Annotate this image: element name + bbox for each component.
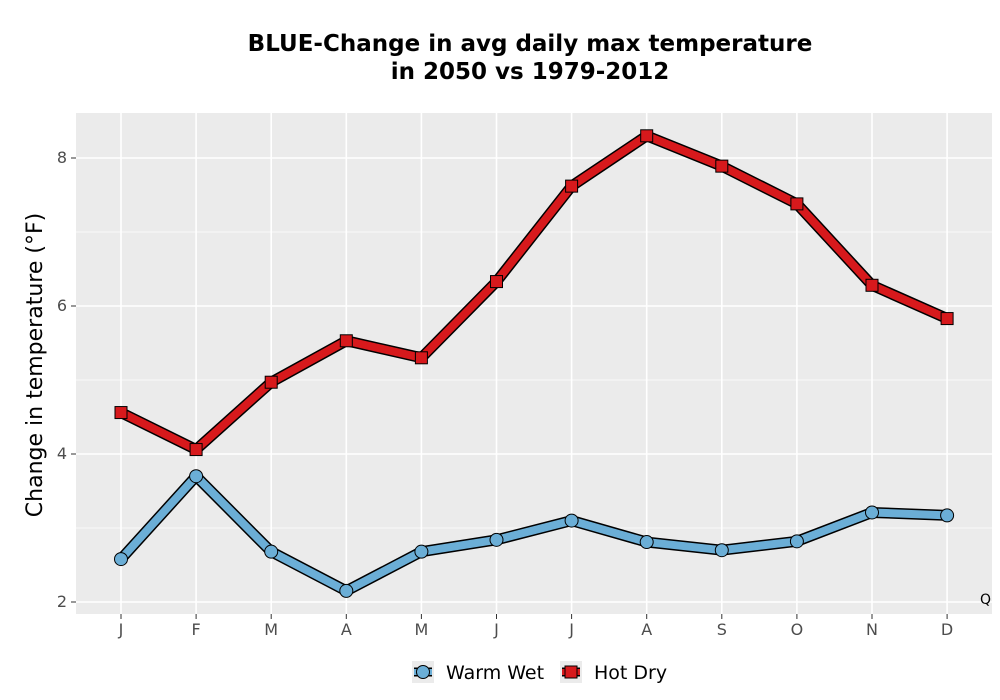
data-point-hot-dry [339, 334, 353, 348]
data-point-hot-dry [940, 312, 954, 326]
y-tick-label: 6 [57, 296, 67, 315]
data-point-hot-dry [790, 197, 804, 211]
data-point-hot-dry [189, 443, 203, 457]
data-point-warm-wet [714, 543, 729, 558]
data-point-warm-wet [639, 535, 654, 550]
data-point-hot-dry [640, 129, 654, 143]
data-point-hot-dry [715, 159, 729, 173]
data-point-warm-wet [940, 508, 955, 523]
legend-key-marker [416, 665, 430, 679]
x-tick-label: O [791, 620, 804, 639]
chart-title-line-1: BLUE-Change in avg daily max temperature [247, 31, 813, 57]
y-tick-label: 2 [57, 592, 67, 611]
data-point-warm-wet [414, 544, 429, 559]
chart-title-line-2: in 2050 vs 1979-2012 [390, 59, 670, 85]
legend-label-warm-wet: Warm Wet [446, 662, 544, 684]
data-point-warm-wet [339, 583, 354, 598]
data-point-hot-dry [414, 351, 428, 365]
series-line-hot-dry [117, 131, 952, 454]
data-point-hot-dry [490, 275, 503, 289]
x-tick-label: S [717, 620, 727, 639]
corner-annotation: Q [980, 592, 991, 608]
y-tick-label: 8 [57, 148, 67, 167]
data-point-hot-dry [865, 278, 879, 292]
data-point-warm-wet [264, 544, 279, 559]
plot-panel [76, 113, 992, 614]
x-tick-label: N [866, 620, 878, 639]
data-point-warm-wet [189, 469, 204, 484]
x-tick-label: J [118, 620, 124, 639]
series-line-warm-wet [117, 472, 952, 595]
y-axis-title: Change in temperature (°F) [23, 213, 48, 517]
chart-title: BLUE-Change in avg daily max temperature… [60, 30, 1000, 86]
data-point-hot-dry [565, 179, 579, 193]
x-tick-label: F [191, 620, 200, 639]
x-tick-label: A [641, 620, 652, 639]
series-layer [114, 129, 955, 598]
data-point-warm-wet [865, 505, 879, 520]
legend-key-marker [564, 665, 578, 679]
data-point-warm-wet [564, 513, 579, 528]
x-tick-label: M [414, 620, 428, 639]
x-tick-label: J [568, 620, 574, 639]
x-tick-label: D [941, 620, 953, 639]
y-tick-label: 4 [57, 444, 67, 463]
y-axis: 2 4 6 8 [57, 148, 76, 611]
data-point-hot-dry [264, 375, 278, 389]
data-point-warm-wet [114, 552, 128, 567]
x-tick-label: M [264, 620, 278, 639]
data-point-warm-wet [789, 534, 804, 549]
data-point-warm-wet [489, 532, 504, 547]
x-tick-label: J [493, 620, 499, 639]
legend-label-hot-dry: Hot Dry [594, 662, 667, 684]
legend: Warm Wet Hot Dry [412, 661, 667, 684]
x-tick-label: A [341, 620, 352, 639]
data-point-hot-dry [114, 406, 128, 420]
